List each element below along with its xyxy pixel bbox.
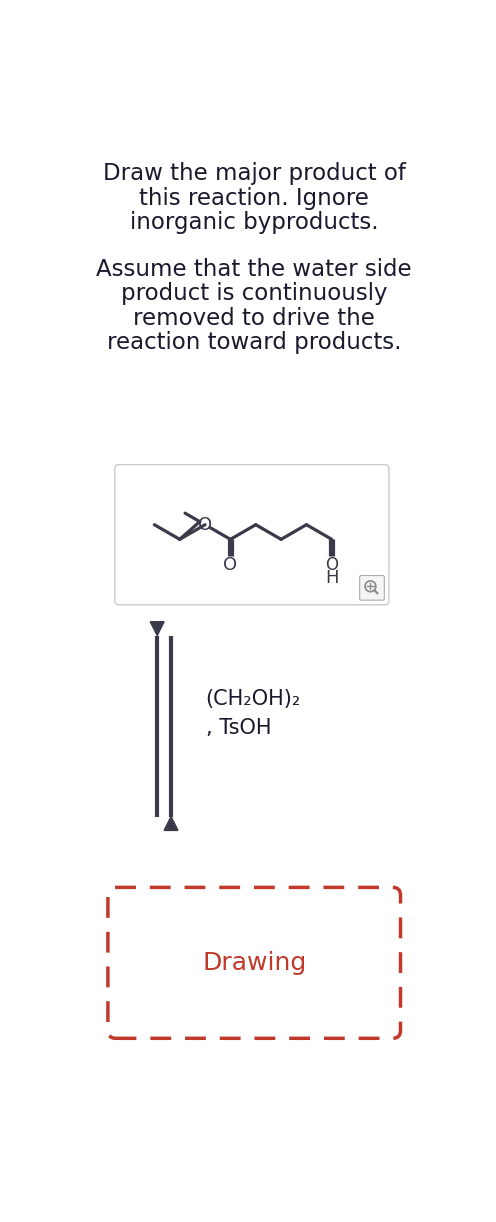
Text: O: O bbox=[223, 556, 238, 574]
Text: inorganic byproducts.: inorganic byproducts. bbox=[130, 211, 378, 235]
Text: Assume that the water side: Assume that the water side bbox=[96, 258, 412, 281]
FancyBboxPatch shape bbox=[360, 576, 384, 600]
Polygon shape bbox=[150, 622, 164, 635]
FancyBboxPatch shape bbox=[115, 464, 389, 605]
Polygon shape bbox=[164, 816, 178, 831]
Text: removed to drive the: removed to drive the bbox=[133, 307, 375, 330]
Text: , TsOH: , TsOH bbox=[206, 719, 271, 738]
Text: this reaction. Ignore: this reaction. Ignore bbox=[139, 187, 369, 210]
Text: H: H bbox=[325, 568, 338, 587]
Text: Drawing: Drawing bbox=[202, 951, 307, 975]
Text: O: O bbox=[198, 516, 212, 534]
FancyBboxPatch shape bbox=[108, 887, 400, 1039]
Text: Draw the major product of: Draw the major product of bbox=[103, 163, 406, 185]
Text: (CH₂OH)₂: (CH₂OH)₂ bbox=[206, 689, 301, 710]
Text: product is continuously: product is continuously bbox=[121, 282, 387, 306]
Text: O: O bbox=[325, 556, 338, 574]
Text: reaction toward products.: reaction toward products. bbox=[107, 331, 401, 354]
